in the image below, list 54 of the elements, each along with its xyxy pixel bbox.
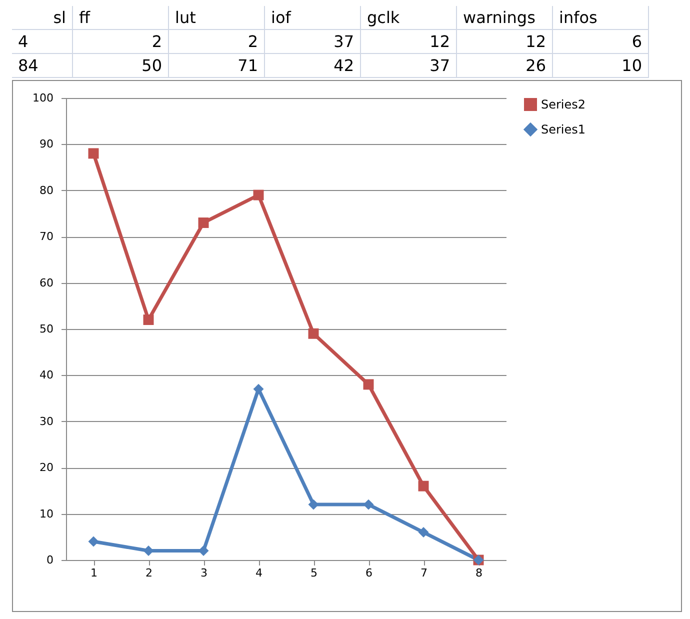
point [363, 379, 374, 390]
point [308, 328, 319, 339]
legend-label: Series2 [541, 98, 586, 112]
y-tick-label: 90 [40, 138, 54, 151]
text: 12 [456, 30, 552, 54]
legend-label: Series1 [541, 122, 586, 136]
point [308, 499, 319, 510]
y-tick-label: 70 [40, 230, 54, 244]
point [253, 190, 264, 200]
point [143, 314, 154, 326]
text: 2 [168, 30, 264, 54]
x-tick-label: 4 [256, 566, 262, 580]
text: 10 [552, 54, 648, 78]
x-tick-label: 1 [90, 566, 98, 580]
x-tick-label: 5 [310, 566, 318, 580]
y-tick-label: 100 [32, 92, 54, 104]
y-tick-label: 60 [40, 276, 54, 290]
text: 50 [72, 54, 168, 78]
x-tick-label: 3 [200, 566, 208, 580]
text: sl [12, 6, 72, 30]
text: 26 [456, 54, 552, 78]
y-tick-label: 80 [40, 184, 54, 197]
x-tick-label: 7 [420, 566, 428, 580]
text: 6 [552, 30, 648, 54]
text: lut [168, 6, 264, 30]
text: infos [552, 6, 648, 30]
x-tick-label: 8 [476, 566, 482, 580]
text: warnings [456, 6, 552, 30]
text: 2 [72, 30, 168, 54]
x-tick-label: 6 [366, 566, 372, 580]
y-tick-label: 50 [40, 322, 54, 336]
text: ff [72, 6, 168, 30]
point [88, 148, 99, 159]
point [88, 536, 99, 547]
text: 42 [264, 54, 360, 78]
y-tick-label: 0 [46, 554, 54, 566]
text: 12 [360, 30, 456, 54]
text: gclk [360, 6, 456, 30]
text: 4 [12, 30, 72, 54]
text: iof [264, 6, 360, 30]
x-tick-label: 2 [146, 566, 152, 580]
y-tick-label: 40 [40, 368, 54, 382]
point [418, 480, 429, 492]
text: 84 [12, 54, 72, 78]
point [198, 217, 209, 228]
text: 37 [360, 54, 456, 78]
y-tick-label: 10 [40, 507, 54, 520]
text: 37 [264, 30, 360, 54]
point [253, 384, 264, 394]
text: 71 [168, 54, 264, 78]
y-tick-label: 20 [40, 461, 54, 474]
y-tick-label: 30 [40, 414, 54, 428]
point [418, 527, 429, 538]
point [363, 499, 374, 510]
